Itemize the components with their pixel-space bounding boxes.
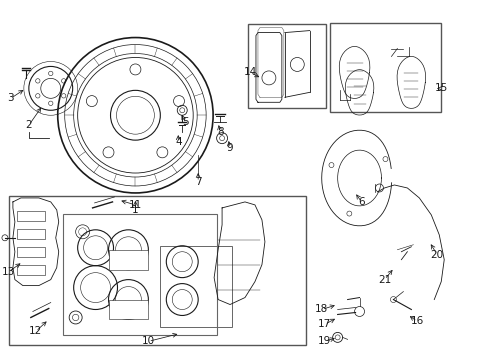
- Text: 19: 19: [318, 336, 331, 346]
- Text: 2: 2: [25, 120, 32, 130]
- Bar: [9, 196, 306, 345]
- Text: 6: 6: [358, 197, 365, 207]
- Text: 7: 7: [195, 177, 201, 187]
- Text: 9: 9: [227, 143, 233, 153]
- Text: 3: 3: [7, 93, 14, 103]
- Text: 13: 13: [2, 267, 16, 276]
- Text: 15: 15: [435, 84, 448, 93]
- Bar: [63, 214, 217, 336]
- Text: 12: 12: [29, 327, 43, 336]
- Bar: [108, 300, 148, 319]
- Text: 21: 21: [378, 275, 391, 285]
- Text: 11: 11: [129, 200, 142, 210]
- Bar: [108, 250, 148, 270]
- Bar: [17, 229, 45, 239]
- Text: 18: 18: [315, 305, 328, 315]
- Bar: [330, 23, 441, 112]
- Text: 1: 1: [132, 205, 139, 215]
- Text: 8: 8: [217, 127, 223, 137]
- Bar: [248, 24, 326, 108]
- Text: 17: 17: [318, 319, 331, 329]
- Text: 14: 14: [244, 67, 257, 77]
- Bar: [17, 265, 45, 275]
- Bar: [17, 211, 45, 221]
- Text: 10: 10: [142, 336, 155, 346]
- Text: 20: 20: [431, 250, 444, 260]
- Bar: [17, 247, 45, 257]
- Text: 16: 16: [411, 316, 424, 327]
- Text: 4: 4: [175, 137, 182, 147]
- Text: 5: 5: [182, 117, 189, 127]
- Bar: [160, 246, 232, 328]
